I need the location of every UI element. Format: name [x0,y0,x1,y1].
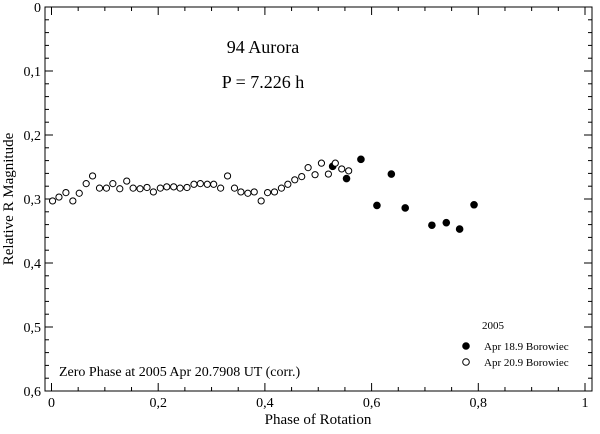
data-point-apr-20-9 [291,176,299,184]
data-point-apr-20-9 [149,188,157,196]
data-point-apr-20-9 [203,180,211,188]
x-tick-labels: 0 0,2 0,4 0,6 0,8 1 [48,396,589,411]
data-point-apr-18-9 [428,221,436,230]
x-axis-label: Phase of Rotation [265,412,372,428]
data-point-apr-20-9 [62,189,70,197]
data-point-apr-20-9 [270,188,279,196]
x-tick-label: 0,4 [256,396,274,411]
data-point-apr-18-9 [401,204,410,212]
data-point-apr-18-9 [470,200,478,209]
x-tick-label: 0,2 [149,396,167,411]
data-point-apr-20-9 [196,180,204,188]
data-point-apr-20-9 [244,189,252,197]
data-point-apr-20-9 [345,167,353,175]
legend-title: 2005 [482,320,505,332]
data-point-apr-20-9 [217,184,225,192]
data-point-apr-20-9 [210,180,218,188]
y-tick-label: 0,3 [24,193,42,208]
data-point-apr-20-9 [311,171,319,179]
data-point-apr-20-9 [183,183,191,192]
zero-phase-annotation: Zero Phase at 2005 Apr 20.7908 UT (corr.… [59,365,301,380]
y-tick-label: 0,5 [24,321,42,336]
x-tick-label: 0,8 [470,396,488,411]
data-point-apr-18-9 [455,225,464,233]
data-point-apr-20-9 [123,177,131,185]
data-point-apr-20-9 [338,165,346,173]
legend-marker-series-1 [462,358,470,366]
x-tick-label: 1 [582,396,589,411]
data-point-apr-20-9 [95,184,104,192]
object-name-annotation: 94 Aurora [227,37,299,57]
axis-ticks [45,6,592,392]
data-point-apr-20-9 [109,180,117,188]
data-point-apr-20-9 [156,184,164,192]
data-point-apr-20-9 [129,184,137,192]
data-point-apr-20-9 [250,188,258,196]
data-point-apr-18-9 [387,170,396,178]
x-tick-label: 0 [48,396,55,411]
data-point-apr-20-9 [237,188,245,196]
data-point-apr-20-9 [263,189,272,197]
data-points [48,155,478,233]
y-tick-labels: 0 0,1 0,2 0,3 0,4 0,5 0,6 [24,1,42,400]
period-annotation: P = 7.226 h [222,72,305,92]
data-point-apr-20-9 [230,184,239,192]
data-point-apr-20-9 [143,183,151,192]
data-point-apr-18-9 [342,174,351,183]
data-point-apr-20-9 [304,164,312,172]
data-point-apr-20-9 [331,159,339,167]
data-point-apr-20-9 [136,185,144,193]
data-point-apr-20-9 [82,180,90,188]
data-point-apr-20-9 [298,173,306,181]
data-point-apr-20-9 [277,184,286,192]
data-point-apr-20-9 [190,180,198,188]
legend: 2005 Apr 18.9 Borowiec Apr 20.9 Borowiec [462,320,569,369]
data-point-apr-20-9 [116,185,124,193]
y-tick-label: 0 [34,1,41,16]
data-point-apr-20-9 [317,159,326,167]
data-point-apr-20-9 [102,184,111,192]
legend-marker-series-0 [462,342,470,350]
y-tick-label: 0,6 [24,385,42,400]
data-point-apr-18-9 [442,218,451,227]
data-point-apr-20-9 [75,189,83,197]
legend-label-series-0: Apr 18.9 Borowiec [484,341,569,353]
y-tick-label: 0,1 [24,65,42,80]
y-tick-label: 0,2 [24,129,42,144]
data-point-apr-20-9 [170,183,178,191]
data-point-apr-20-9 [223,172,232,180]
y-tick-label: 0,4 [24,257,42,272]
legend-label-series-1: Apr 20.9 Borowiec [484,357,569,369]
data-point-apr-20-9 [324,170,332,178]
data-point-apr-20-9 [284,180,292,188]
x-tick-label: 0,6 [363,396,381,411]
data-point-apr-20-9 [55,193,63,201]
data-point-apr-18-9 [357,155,365,164]
data-point-apr-20-9 [176,184,184,192]
data-point-apr-20-9 [163,183,171,191]
plot-frame [44,6,593,392]
data-point-apr-20-9 [88,172,97,180]
data-point-apr-20-9 [48,197,57,205]
data-point-apr-20-9 [257,197,265,205]
y-axis-label: Relative R Magnitude [1,132,17,265]
data-point-apr-18-9 [373,201,381,210]
data-point-apr-20-9 [69,197,77,205]
